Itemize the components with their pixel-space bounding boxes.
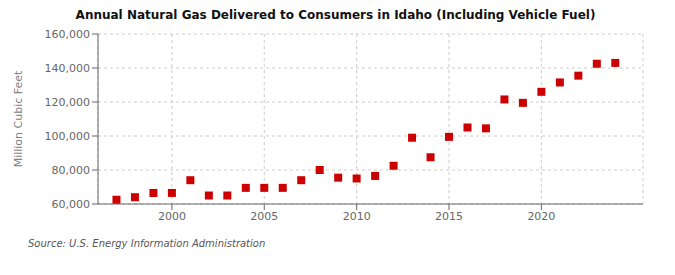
svg-text:60,000: 60,000 [52,198,91,211]
svg-text:80,000: 80,000 [52,164,91,177]
svg-text:2005: 2005 [250,210,278,223]
svg-text:2010: 2010 [343,210,371,223]
svg-text:160,000: 160,000 [45,28,91,41]
svg-text:100,000: 100,000 [45,130,91,143]
svg-text:2015: 2015 [435,210,463,223]
svg-text:140,000: 140,000 [45,62,91,75]
svg-text:2020: 2020 [527,210,555,223]
html-text:Annual Natural Gas Delivered t: Annual Natural Gas Delivered to Consumer… [75,8,596,22]
svg-text:2000: 2000 [158,210,186,223]
svg-text:120,000: 120,000 [45,96,91,109]
html-text:Source: U.S. Energy Informatio: Source: U.S. Energy Information Administ… [28,238,266,249]
svg-text:Million Cubic Feet: Million Cubic Feet [12,70,25,167]
